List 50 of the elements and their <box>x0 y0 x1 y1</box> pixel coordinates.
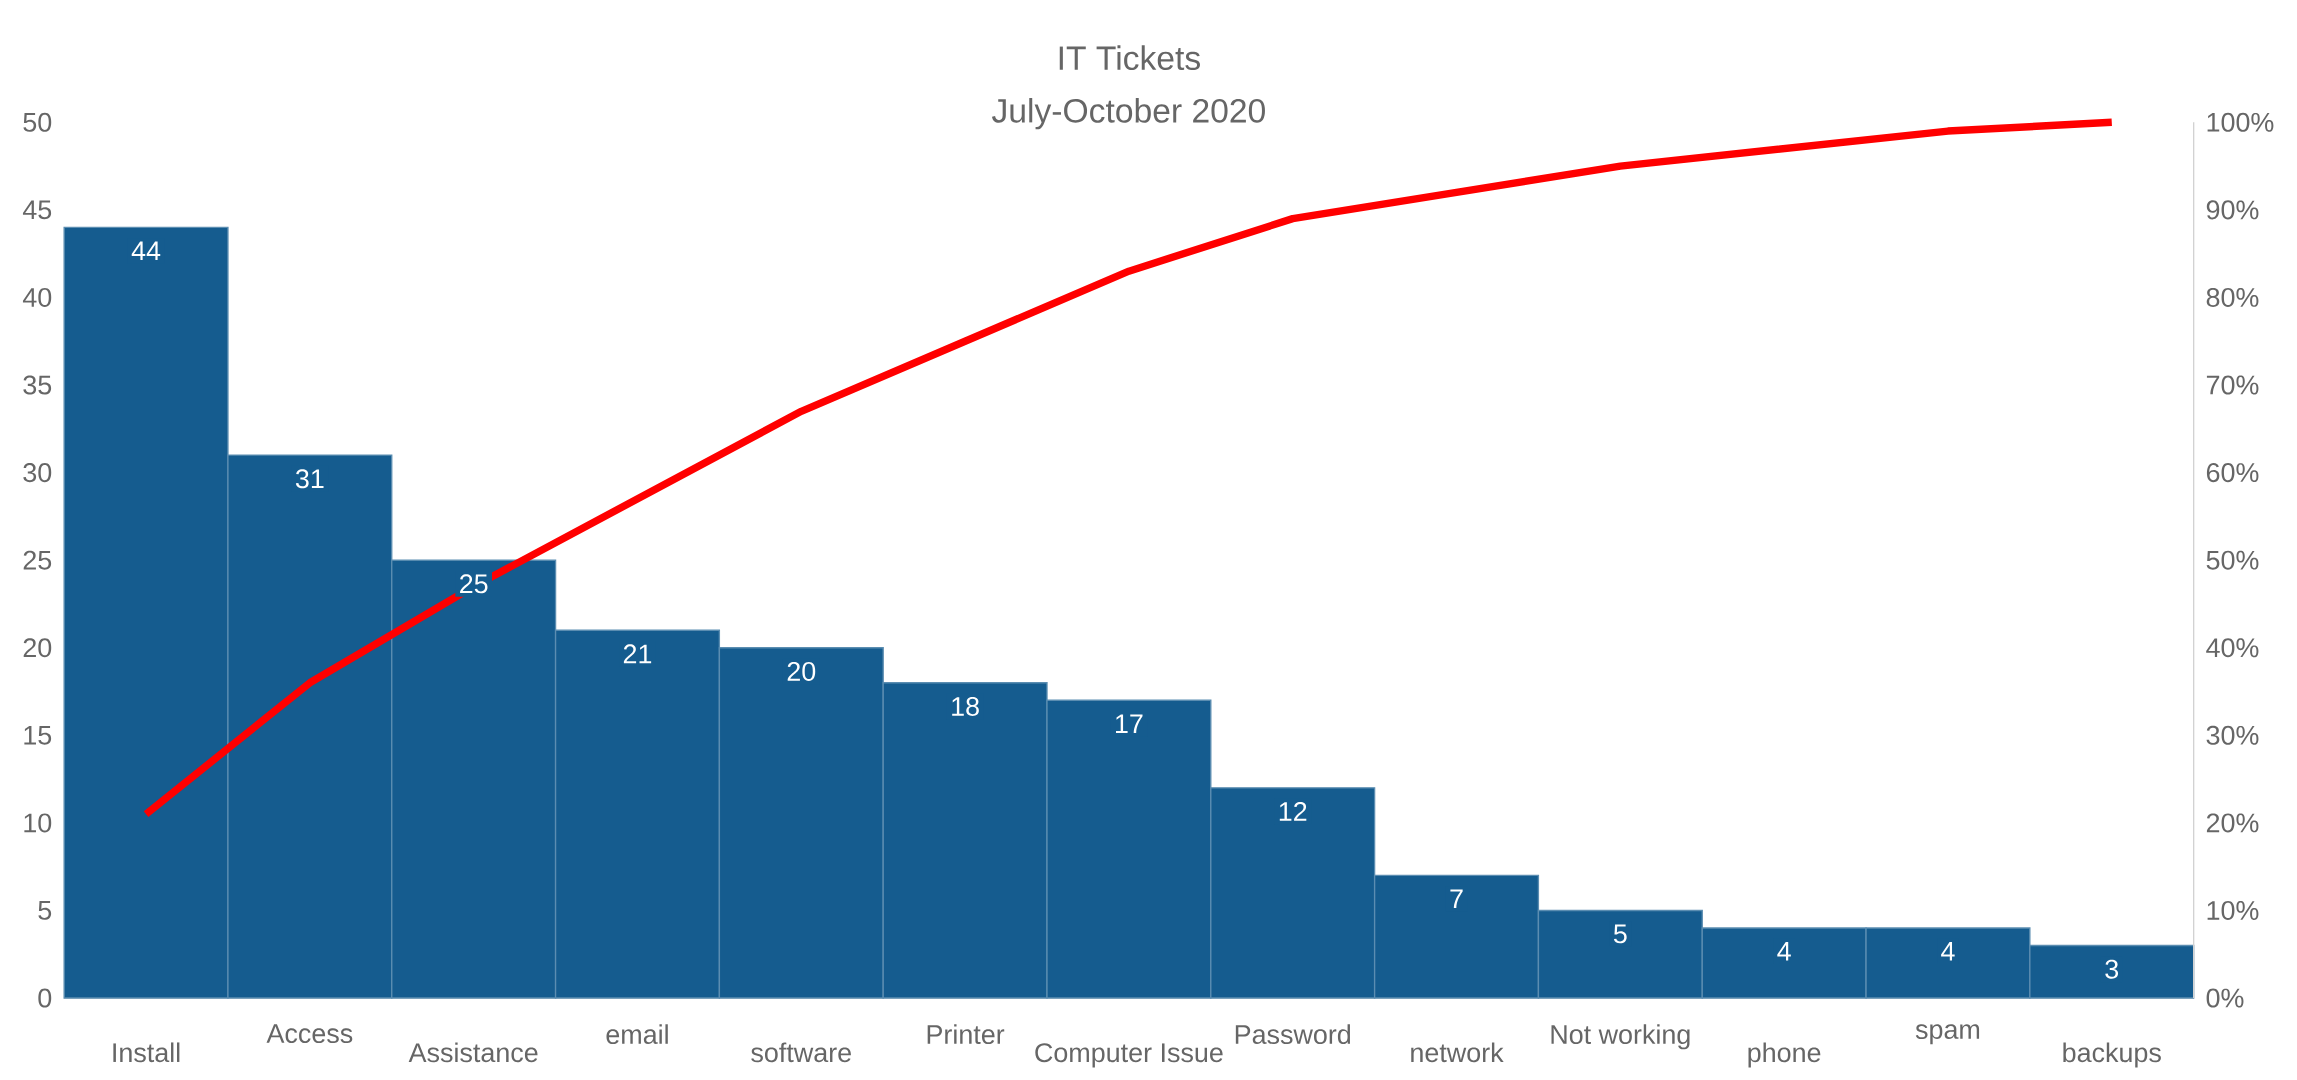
y2-tick-label: 90% <box>2206 200 2259 220</box>
y2-tick-label: 30% <box>2206 725 2259 745</box>
y2-tick-label: 60% <box>2206 463 2259 483</box>
x-tick-label: Access <box>266 1024 353 1044</box>
chart-subtitle: July-October 2020 <box>992 97 1265 130</box>
data-label: 17 <box>1116 714 1143 733</box>
x-tick-label: Computer Issue <box>1035 1043 1223 1068</box>
y-tick-label: 25 <box>23 550 52 570</box>
data-label: 4 <box>1941 942 1955 961</box>
y-tick-label: 0 <box>38 988 52 1008</box>
y-tick-label: 35 <box>23 375 52 395</box>
data-label: 31 <box>295 469 324 489</box>
y2-tick-label: 0% <box>2206 988 2244 1008</box>
x-tick-label: Not working <box>1551 1024 1690 1050</box>
data-label: 12 <box>1279 801 1307 821</box>
y-tick-label: 30 <box>23 463 52 483</box>
y-tick-label: 10 <box>24 813 52 833</box>
x-tick-label: phone <box>1748 1042 1821 1068</box>
y-tick-label: 50 <box>23 112 52 132</box>
x-tick-label: software <box>751 1042 851 1063</box>
x-tick-label: Install <box>113 1042 180 1063</box>
data-label: 44 <box>131 241 161 261</box>
data-label: 7 <box>1450 889 1463 909</box>
x-tick-label: Printer <box>927 1024 1005 1045</box>
x-tick-label: spam <box>1915 1024 1980 1045</box>
x-tick-label: network <box>1411 1042 1504 1063</box>
data-label: 5 <box>1613 924 1627 944</box>
x-tick-label: Assistance <box>408 1042 538 1063</box>
y2-tick-label: 80% <box>2206 287 2259 307</box>
chart-title: IT Tickets <box>1059 45 1200 71</box>
y-tick-label: 5 <box>38 901 52 920</box>
data-label: 4 <box>1777 942 1791 961</box>
y2-tick-label: 10% <box>2207 900 2259 920</box>
data-label: 25 <box>460 574 488 594</box>
y2-tick-label: 40% <box>2206 638 2259 658</box>
data-label: 20 <box>787 661 816 681</box>
y-tick-label: 45 <box>22 200 52 220</box>
y-tick-label: 40 <box>22 287 52 307</box>
y-tick-label: 20 <box>23 638 52 658</box>
x-tick-label: Password <box>1235 1024 1351 1045</box>
y-tick-label: 15 <box>24 725 52 745</box>
data-label: 18 <box>952 696 979 716</box>
x-tick-label: backups <box>2063 1042 2161 1068</box>
y2-tick-label: 50% <box>2206 550 2259 570</box>
y2-tick-label: 20% <box>2206 813 2259 833</box>
y2-tick-label: 70% <box>2206 375 2259 395</box>
y2-tick-label: 100% <box>2207 112 2274 132</box>
data-label: 3 <box>2105 959 2119 979</box>
x-tick-label: email <box>606 1024 668 1045</box>
data-label: 21 <box>623 644 652 664</box>
